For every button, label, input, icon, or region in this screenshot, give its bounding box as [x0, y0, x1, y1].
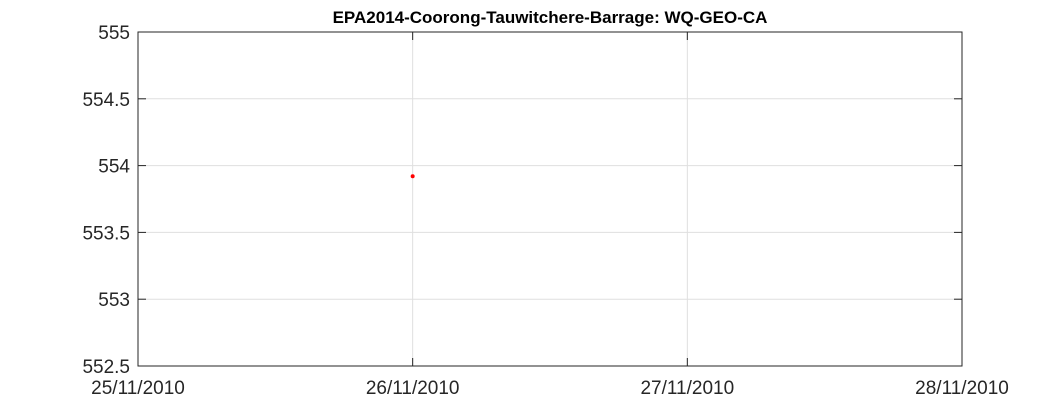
y-tick-label: 554	[98, 157, 130, 178]
data-points	[410, 174, 415, 179]
plot-area	[138, 32, 962, 366]
y-tick-label: 552.5	[82, 357, 130, 378]
x-tick-label: 25/11/2010	[91, 378, 185, 399]
y-tick-label: 553.5	[82, 223, 130, 244]
data-point	[410, 174, 415, 179]
y-tick-label: 555	[98, 23, 130, 44]
y-tick-label: 554.5	[82, 90, 130, 111]
y-tick-label: 553	[98, 290, 130, 311]
plot-frame	[137, 31, 963, 367]
chart-title: EPA2014-Coorong-Tauwitchere-Barrage: WQ-…	[333, 8, 768, 27]
tick-labels: 25/11/2010 26/11/2010 27/11/2010 28/11/2010…	[82, 23, 1008, 399]
x-tick-label: 28/11/2010	[915, 378, 1009, 399]
x-tick-label: 26/11/2010	[366, 378, 460, 399]
x-tick-label: 27/11/2010	[640, 378, 734, 399]
